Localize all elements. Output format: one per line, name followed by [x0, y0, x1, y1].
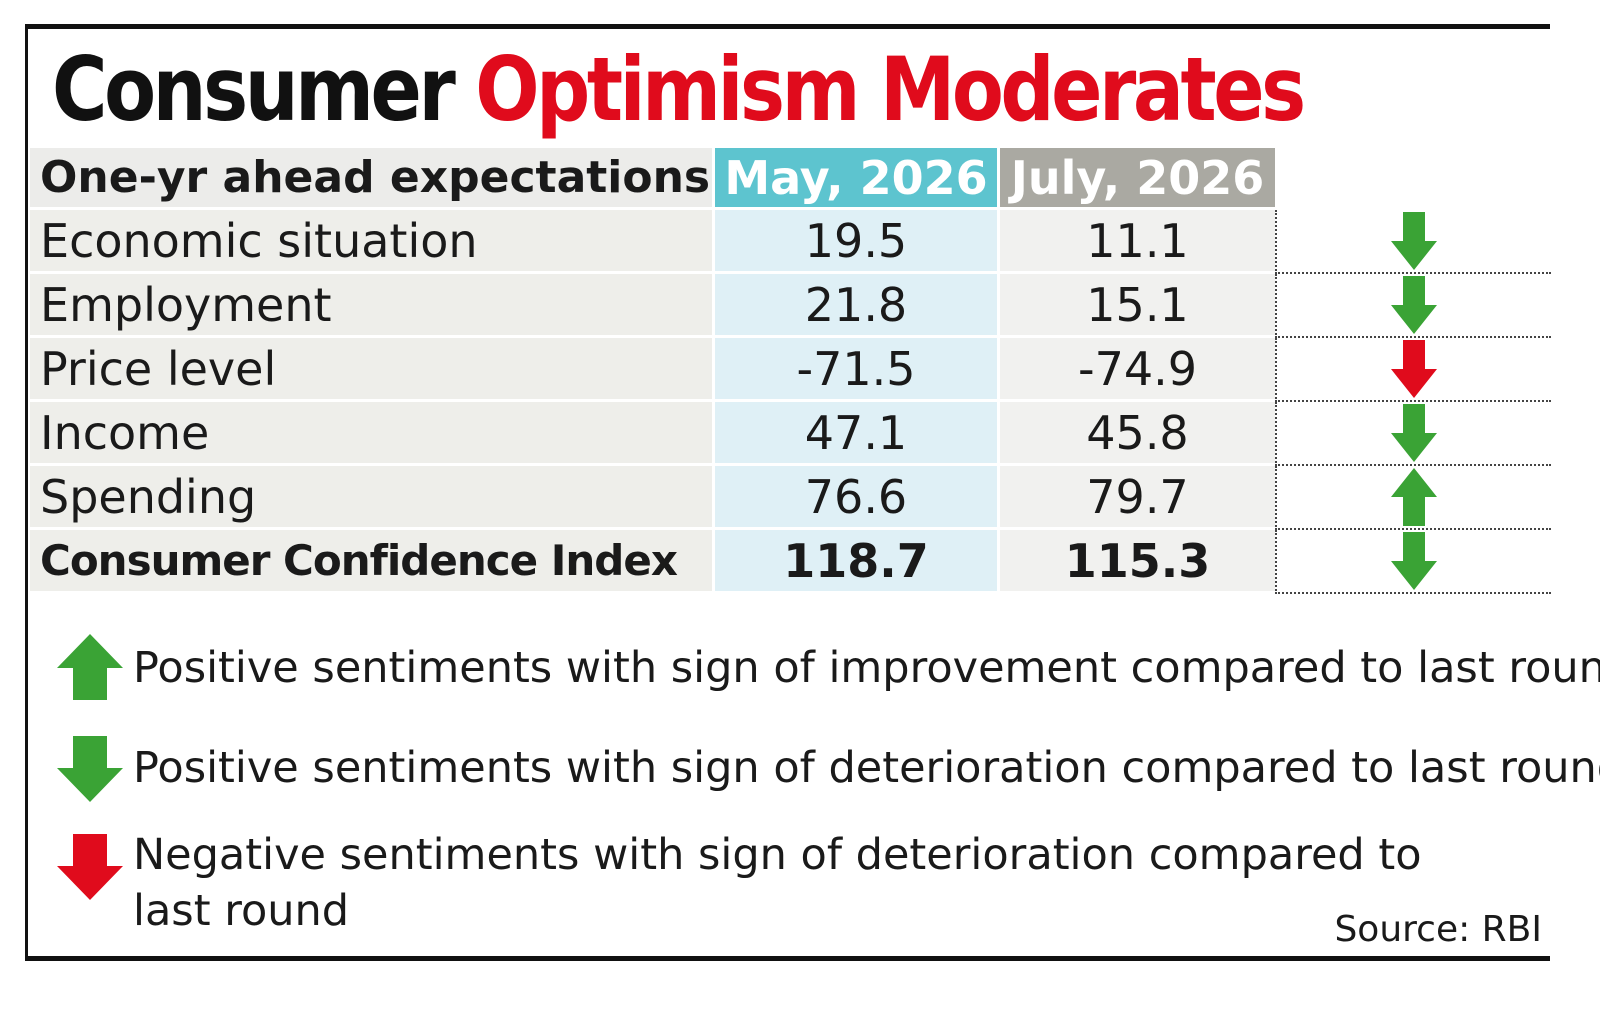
- row-label: Employment: [30, 274, 712, 338]
- legend-text-positive-deterioration: Positive sentiments with sign of deterio…: [133, 743, 1600, 793]
- legend-item-negative-deterioration: Negative sentiments with sign of deterio…: [55, 830, 1555, 942]
- table-row: Spending 76.6 79.7: [30, 466, 1551, 530]
- trend-cell: [1275, 466, 1551, 530]
- may-value: 118.7: [712, 530, 997, 594]
- may-value: 21.8: [712, 274, 997, 338]
- trend-cell: [1275, 274, 1551, 338]
- header-july-2026: July, 2026: [997, 148, 1275, 210]
- source-note: Source: RBI: [1334, 909, 1542, 950]
- row-label: Income: [30, 402, 712, 466]
- row-label: Price level: [30, 338, 712, 402]
- july-value: -74.9: [997, 338, 1275, 402]
- legend-text-improvement: Positive sentiments with sign of improve…: [133, 643, 1600, 693]
- row-label: Spending: [30, 466, 712, 530]
- may-value: 19.5: [712, 210, 997, 274]
- table-row: Price level -71.5 -74.9: [30, 338, 1551, 402]
- down-red-arrow-icon: [55, 832, 125, 906]
- table-body: Economic situation 19.5 11.1 Employment 21.8…: [30, 210, 1551, 594]
- trend-cell: [1275, 210, 1551, 274]
- up-green-arrow-icon: [1277, 467, 1551, 527]
- may-value: 76.6: [712, 466, 997, 530]
- down-green-arrow-icon: [1277, 403, 1551, 463]
- row-label: Economic situation: [30, 210, 712, 274]
- legend-item-positive-deterioration: Positive sentiments with sign of deterio…: [55, 734, 1600, 808]
- july-value: 45.8: [997, 402, 1275, 466]
- down-red-arrow-icon: [1277, 339, 1551, 399]
- legend-text-negative-line2: last round: [133, 886, 350, 936]
- may-value: 47.1: [712, 402, 997, 466]
- trend-cell: [1275, 338, 1551, 402]
- down-green-arrow-icon: [1277, 211, 1551, 271]
- up-green-arrow-icon: [55, 632, 125, 706]
- header-expectations: One-yr ahead expectations: [30, 148, 712, 210]
- may-value: -71.5: [712, 338, 997, 402]
- down-green-arrow-icon: [1277, 275, 1551, 335]
- expectations-table: One-yr ahead expectations May, 2026 July…: [30, 148, 1551, 594]
- july-value: 115.3: [997, 530, 1275, 594]
- july-value: 79.7: [997, 466, 1275, 530]
- legend-text-negative-line1: Negative sentiments with sign of deterio…: [133, 830, 1422, 880]
- down-green-arrow-icon: [55, 734, 125, 808]
- table-header-row: One-yr ahead expectations May, 2026 July…: [30, 148, 1551, 210]
- row-label: Consumer Confidence Index: [30, 530, 712, 594]
- table-row: Income 47.1 45.8: [30, 402, 1551, 466]
- table-row: Economic situation 19.5 11.1: [30, 210, 1551, 274]
- trend-cell: [1275, 402, 1551, 466]
- chart-frame: [25, 24, 1550, 961]
- trend-cell: [1275, 530, 1551, 594]
- header-may-2026: May, 2026: [712, 148, 997, 210]
- title-part-red: Optimism Moderates: [475, 38, 1306, 141]
- july-value: 11.1: [997, 210, 1275, 274]
- legend-item-improvement: Positive sentiments with sign of improve…: [55, 632, 1600, 706]
- table-row: Employment 21.8 15.1: [30, 274, 1551, 338]
- down-green-arrow-icon: [1277, 531, 1551, 591]
- header-trend-blank: [1275, 148, 1551, 210]
- title-part-black: Consumer: [52, 38, 456, 141]
- table-row: Consumer Confidence Index 118.7 115.3: [30, 530, 1551, 594]
- july-value: 15.1: [997, 274, 1275, 338]
- chart-title: Consumer Optimism Moderates: [52, 34, 1306, 146]
